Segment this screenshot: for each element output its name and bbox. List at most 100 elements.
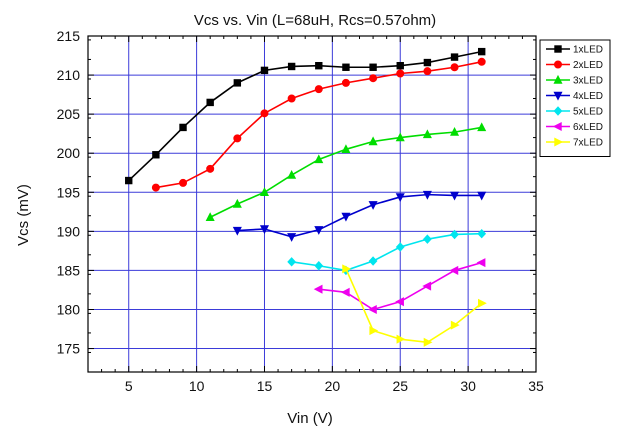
data-point-2xLED <box>423 67 432 76</box>
y-axis-label: Vcs (mV) <box>15 184 32 246</box>
series-2xLED <box>151 57 486 192</box>
plot-frame <box>87 35 537 373</box>
y-tick-label: 210 <box>57 67 81 83</box>
series-7xLED <box>342 264 487 347</box>
y-tick-label: 190 <box>57 223 81 239</box>
legend-box <box>539 39 611 157</box>
data-point-1xLED <box>477 47 486 56</box>
data-point-2xLED <box>396 69 405 78</box>
data-point-4xLED <box>477 191 487 201</box>
legend-label: 7xLED <box>573 138 603 149</box>
x-tick-label: 20 <box>325 378 341 394</box>
data-point-4xLED <box>259 225 270 235</box>
data-point-6xLED <box>476 258 486 268</box>
data-point-1xLED <box>396 61 404 70</box>
data-point-3xLED <box>341 144 351 154</box>
legend-swatch-marker <box>553 106 563 116</box>
data-point-2xLED <box>179 178 188 187</box>
y-tick-label: 205 <box>57 106 81 122</box>
data-point-1xLED <box>206 98 214 107</box>
legend-label: 3xLED <box>573 76 603 87</box>
data-point-7xLED <box>369 326 379 336</box>
data-point-2xLED <box>477 57 486 66</box>
data-point-6xLED <box>422 281 432 291</box>
legend-item-1xLED: 1xLED <box>546 45 603 56</box>
series-line-1xLED <box>128 50 482 182</box>
data-point-6xLED <box>313 284 323 294</box>
data-point-2xLED <box>341 78 350 87</box>
data-point-5xLED <box>395 242 405 252</box>
axes <box>87 35 537 373</box>
tick-labels: 5 10 15 20 25 30 35 175 180 185 190 195 200 205 210 215 <box>57 28 544 394</box>
legend: 1xLED 2xLED 3xLED 4xLED 5xLED 6xLED 7xLED <box>539 39 611 157</box>
x-tick-label: 10 <box>189 378 205 394</box>
x-tick-label: 25 <box>392 378 408 394</box>
y-tick-label: 185 <box>57 262 81 278</box>
data-point-7xLED <box>396 334 406 344</box>
legend-label: 6xLED <box>573 122 603 133</box>
data-point-2xLED <box>233 134 242 143</box>
data-point-5xLED <box>314 260 324 271</box>
data-point-3xLED <box>314 154 324 164</box>
data-point-5xLED <box>287 257 297 267</box>
legend-swatch-marker <box>552 121 562 132</box>
data-point-4xLED <box>450 191 460 201</box>
data-point-1xLED <box>315 61 323 70</box>
data-point-4xLED <box>287 233 297 242</box>
legend-item-3xLED: 3xLED <box>546 74 603 87</box>
legend-label: 5xLED <box>573 107 603 118</box>
series-1xLED <box>125 47 486 185</box>
legend-swatch-marker <box>554 137 564 147</box>
data-point-3xLED <box>368 136 378 146</box>
data-point-1xLED <box>260 66 269 75</box>
data-point-5xLED <box>450 229 459 240</box>
x-tick-label: 5 <box>125 378 133 394</box>
data-point-4xLED <box>395 193 405 203</box>
data-point-6xLED <box>367 304 377 315</box>
chart-title: Vcs vs. Vin (L=68uH, Rcs=0.57ohm) <box>194 12 436 29</box>
series-line-4xLED <box>237 193 482 238</box>
data-point-2xLED <box>151 183 160 192</box>
y-tick-label: 215 <box>57 28 81 44</box>
legend-item-4xLED: 4xLED <box>546 91 603 102</box>
data-point-7xLED <box>450 320 460 330</box>
data-point-3xLED <box>205 212 215 221</box>
data-point-1xLED <box>287 62 296 71</box>
data-point-4xLED <box>314 226 324 235</box>
x-tick-label: 35 <box>528 378 544 394</box>
data-point-3xLED <box>422 129 432 139</box>
data-point-3xLED <box>450 127 460 136</box>
data-point-4xLED <box>368 201 378 210</box>
data-point-6xLED <box>340 287 350 297</box>
data-point-2xLED <box>260 109 269 118</box>
legend-swatch-marker <box>554 45 562 53</box>
series-4xLED <box>232 190 487 242</box>
data-point-1xLED <box>342 63 350 71</box>
legend-item-2xLED: 2xLED <box>546 60 603 71</box>
data-point-1xLED <box>179 123 187 132</box>
data-point-5xLED <box>423 234 432 244</box>
series-6xLED <box>313 258 486 315</box>
x-tick-label: 30 <box>460 378 476 394</box>
data-point-2xLED <box>206 164 215 173</box>
legend-label: 2xLED <box>573 60 603 71</box>
data-point-4xLED <box>422 190 432 200</box>
data-point-5xLED <box>477 228 487 239</box>
legend-item-6xLED: 6xLED <box>546 121 603 133</box>
data-point-3xLED <box>259 187 270 196</box>
legend-swatch-marker <box>553 91 563 101</box>
legend-swatch-marker <box>553 74 563 84</box>
data-point-4xLED <box>232 226 242 236</box>
data-point-4xLED <box>341 212 351 222</box>
data-point-5xLED <box>368 256 378 266</box>
legend-item-7xLED: 7xLED <box>546 137 603 149</box>
data-point-7xLED <box>477 298 487 308</box>
data-point-1xLED <box>450 53 459 61</box>
y-tick-label: 180 <box>57 301 81 317</box>
data-point-6xLED <box>449 265 459 275</box>
data-point-2xLED <box>287 94 296 103</box>
grid-lines <box>88 36 536 372</box>
data-point-3xLED <box>232 198 242 208</box>
data-point-3xLED <box>287 169 297 179</box>
